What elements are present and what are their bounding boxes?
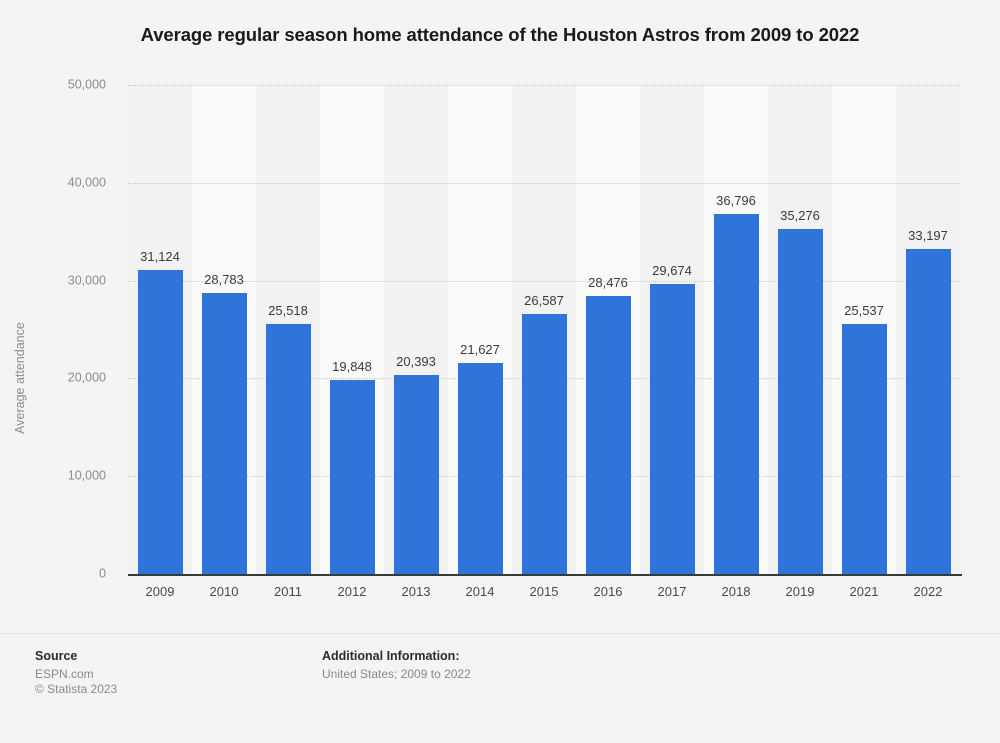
x-axis-tick-label: 2009	[145, 584, 175, 599]
bar-value-label: 29,674	[652, 262, 692, 278]
y-axis-tick-label: 40,000	[67, 175, 106, 190]
footer-source-column: Source ESPN.com © Statista 2023	[35, 648, 117, 697]
footer: Source ESPN.com © Statista 2023 Addition…	[0, 648, 1000, 743]
y-axis-tick-label: 30,000	[67, 273, 106, 288]
bar-slot[interactable]: 26,587	[512, 85, 576, 574]
bar[interactable]	[649, 283, 695, 574]
bar-slot[interactable]: 33,197	[896, 85, 960, 574]
footer-copyright: © Statista 2023	[35, 682, 118, 696]
bar[interactable]	[137, 269, 183, 574]
x-axis-tick-label: 2013	[401, 584, 431, 599]
bar-value-label: 25,518	[268, 303, 308, 319]
x-axis-tick-label: 2014	[465, 584, 495, 599]
x-axis-tick-label: 2012	[337, 584, 367, 599]
y-axis-tick-label: 50,000	[67, 77, 106, 92]
bar-value-label: 33,197	[908, 228, 948, 244]
bar-slot[interactable]: 25,518	[256, 85, 320, 574]
y-axis-tick-label: 0	[99, 566, 106, 581]
bar[interactable]	[329, 379, 375, 574]
bar[interactable]	[201, 292, 247, 574]
bar-value-label: 28,476	[588, 274, 628, 290]
x-axis-tick-label: 2011	[274, 584, 302, 599]
x-axis-tick-label: 2018	[721, 584, 751, 599]
bar-value-label: 26,587	[524, 292, 564, 308]
x-axis-tick-label: 2019	[785, 584, 815, 599]
footer-source-name[interactable]: ESPN.com	[35, 667, 94, 681]
bar-value-label: 31,124	[140, 248, 180, 264]
plot-area: 31,124 28,783 25,518 19,848 20,393 21,627 26,5…	[128, 85, 960, 575]
bar-value-label: 21,627	[460, 341, 500, 357]
footer-source-heading: Source	[35, 649, 78, 663]
bar[interactable]	[521, 313, 567, 574]
bar-value-label: 25,537	[844, 303, 884, 319]
x-axis-tick-label: 2017	[657, 584, 687, 599]
bar[interactable]	[393, 374, 439, 574]
bar-slot[interactable]: 25,537	[832, 85, 896, 574]
x-axis-tick-label: 2022	[913, 584, 943, 599]
bar-slot[interactable]: 19,848	[320, 85, 384, 574]
bar[interactable]	[905, 249, 951, 574]
bar-slot[interactable]: 36,796	[704, 85, 768, 574]
y-axis-title: Average attendance	[13, 322, 27, 434]
bar-slot[interactable]: 28,783	[192, 85, 256, 574]
bar-value-label: 28,783	[204, 271, 244, 287]
y-axis: Average attendance 50,000 40,000 30,000 20,…	[0, 78, 120, 580]
bar[interactable]	[841, 324, 887, 574]
page-title: Average regular season home attendance o…	[140, 24, 860, 45]
bar-slot[interactable]: 28,476	[576, 85, 640, 574]
bar-slot[interactable]: 29,674	[640, 85, 704, 574]
footer-additional-heading: Additional Information:	[322, 649, 460, 663]
y-axis-tick-label: 20,000	[67, 370, 106, 385]
bar-series: 31,124 28,783 25,518 19,848 20,393 21,627 26,5…	[128, 85, 960, 574]
y-axis-tick-label: 10,000	[67, 468, 106, 483]
bar-value-label: 20,393	[396, 353, 436, 369]
bar-slot[interactable]: 21,627	[448, 85, 512, 574]
bar-value-label: 19,848	[332, 358, 372, 374]
bar-slot[interactable]: 35,276	[768, 85, 832, 574]
x-axis-tick-label: 2010	[209, 584, 239, 599]
footer-divider	[0, 633, 1000, 634]
bar-value-label: 35,276	[780, 208, 820, 224]
bar[interactable]	[265, 324, 311, 574]
bar-slot[interactable]: 31,124	[128, 85, 192, 574]
x-axis-tick-label: 2016	[593, 584, 623, 599]
footer-additional-column: Additional Information: United States; 2…	[322, 648, 471, 682]
x-axis-line	[128, 574, 962, 576]
bar[interactable]	[713, 214, 759, 574]
bar[interactable]	[777, 229, 823, 574]
bar-slot[interactable]: 20,393	[384, 85, 448, 574]
bar[interactable]	[457, 362, 503, 574]
bar[interactable]	[585, 295, 631, 574]
x-axis-tick-label: 2015	[529, 584, 559, 599]
x-axis-tick-label: 2021	[849, 584, 879, 599]
x-axis: 2009 2010 2011 2012 2013 2014 2015 2016 2017 2018…	[128, 582, 960, 606]
bar-value-label: 36,796	[716, 193, 756, 209]
footer-additional-detail: United States; 2009 to 2022	[322, 667, 471, 681]
